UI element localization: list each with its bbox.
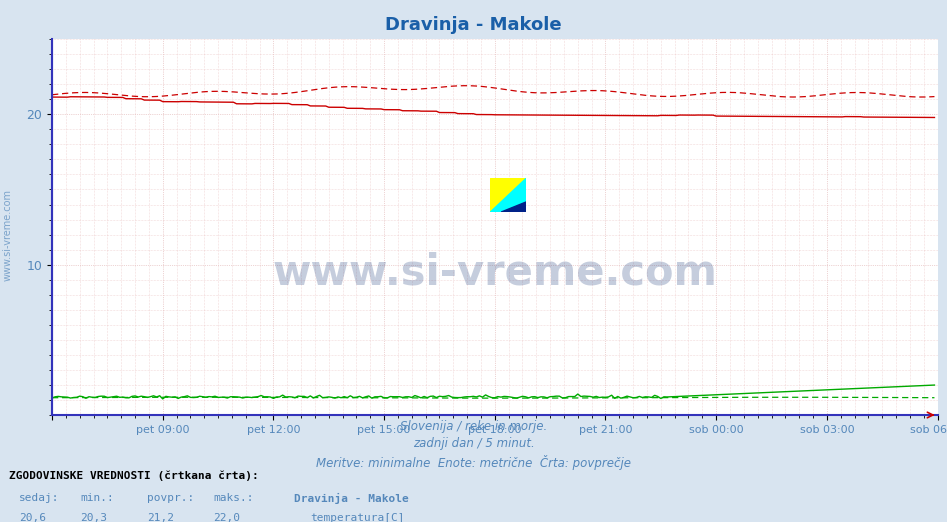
Text: temperatura[C]: temperatura[C] bbox=[311, 513, 405, 522]
Text: sedaj:: sedaj: bbox=[19, 493, 60, 503]
Text: Slovenija / reke in morje.: Slovenija / reke in morje. bbox=[400, 420, 547, 433]
Text: 20,3: 20,3 bbox=[80, 513, 108, 522]
Text: 22,0: 22,0 bbox=[213, 513, 241, 522]
Text: ZGODOVINSKE VREDNOSTI (črtkana črta):: ZGODOVINSKE VREDNOSTI (črtkana črta): bbox=[9, 471, 259, 481]
Text: 20,6: 20,6 bbox=[19, 513, 46, 522]
Polygon shape bbox=[501, 202, 527, 212]
Text: povpr.:: povpr.: bbox=[147, 493, 194, 503]
Text: www.si-vreme.com: www.si-vreme.com bbox=[273, 251, 717, 293]
Text: Dravinja - Makole: Dravinja - Makole bbox=[294, 493, 408, 504]
Text: Meritve: minimalne  Enote: metrične  Črta: povprečje: Meritve: minimalne Enote: metrične Črta:… bbox=[316, 455, 631, 470]
Text: min.:: min.: bbox=[80, 493, 115, 503]
Text: Dravinja - Makole: Dravinja - Makole bbox=[385, 16, 562, 33]
Text: maks.:: maks.: bbox=[213, 493, 254, 503]
Text: www.si-vreme.com: www.si-vreme.com bbox=[3, 189, 12, 281]
Text: zadnji dan / 5 minut.: zadnji dan / 5 minut. bbox=[413, 437, 534, 450]
Polygon shape bbox=[491, 178, 527, 212]
Polygon shape bbox=[491, 178, 527, 212]
Text: 21,2: 21,2 bbox=[147, 513, 174, 522]
